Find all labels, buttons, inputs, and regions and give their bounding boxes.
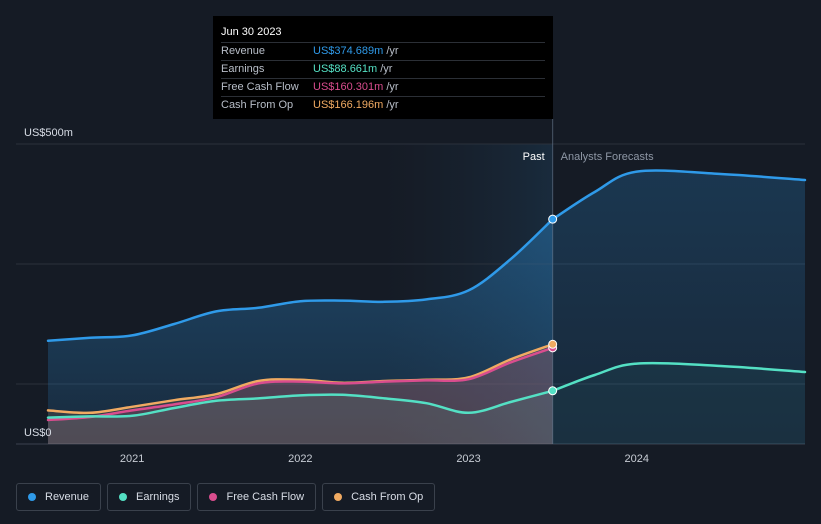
legend-item-free-cash-flow[interactable]: Free Cash Flow — [197, 483, 317, 511]
revenue-current-point — [548, 214, 558, 224]
legend-item-earnings[interactable]: Earnings — [107, 483, 192, 511]
free-cash-flow-line — [46, 346, 554, 422]
earnings-forecast-area — [552, 363, 805, 444]
legend: Revenue Earnings Free Cash Flow Cash From O… — [16, 483, 436, 511]
tooltip-unit: /yr — [386, 45, 399, 57]
x-tick-2021: 2021 — [120, 453, 144, 465]
tooltip-row-free-cash-flow: Free Cash Flow US$160.301m/yr — [221, 78, 545, 96]
tooltip-unit: /yr — [386, 99, 399, 111]
earnings-line — [46, 389, 554, 419]
tooltip-value: US$374.689m — [313, 45, 384, 57]
tooltip-date: Jun 30 2023 — [221, 26, 282, 38]
x-tick-2024: 2024 — [625, 453, 649, 465]
tooltip-label: Cash From Op — [221, 99, 294, 111]
x-tick-2023: 2023 — [456, 453, 480, 465]
tooltip-unit: /yr — [386, 81, 399, 93]
earnings-current-point — [548, 386, 558, 396]
legend-item-cash-from-op[interactable]: Cash From Op — [322, 483, 436, 511]
legend-dot-icon — [119, 493, 128, 501]
forecast-label: Analysts Forecasts — [561, 151, 654, 163]
cash-from-op-current-point — [548, 339, 558, 349]
revenue-area — [48, 219, 553, 444]
revenue-forecast-area — [552, 170, 805, 444]
past-label: Past — [523, 151, 545, 163]
tooltip-label: Revenue — [221, 45, 266, 57]
hover-tooltip: Jun 30 2023 Revenue US$374.689m/yr Earning… — [213, 16, 553, 119]
legend-label: Revenue — [45, 491, 90, 503]
tooltip-unit: /yr — [380, 63, 393, 75]
earnings-forecast-line — [551, 361, 807, 393]
tooltip-value: US$88.661m — [313, 63, 378, 75]
tooltip-value: US$160.301m — [313, 81, 384, 93]
revenue-forecast-line — [551, 169, 807, 221]
tooltip-label: Earnings — [221, 63, 265, 75]
revenue-line — [46, 217, 554, 343]
legend-dot-icon — [209, 493, 218, 501]
legend-label: Earnings — [136, 491, 180, 503]
legend-dot-icon — [28, 493, 36, 501]
y-axis-top-label: US$500m — [24, 127, 73, 139]
legend-dot-icon — [334, 493, 343, 501]
legend-item-revenue[interactable]: Revenue — [16, 483, 102, 511]
legend-label: Free Cash Flow — [226, 491, 305, 503]
tooltip-row-earnings: Earnings US$88.661m/yr — [221, 60, 545, 78]
legend-label: Cash From Op — [351, 491, 424, 503]
tooltip-label: Free Cash Flow — [221, 81, 299, 93]
tooltip-row-revenue: Revenue US$374.689m/yr — [221, 42, 545, 60]
cash-from-op-line — [46, 343, 554, 415]
tooltip-row-cash-from-op: Cash From Op US$166.196m/yr — [221, 96, 545, 114]
x-tick-2022: 2022 — [288, 453, 312, 465]
y-axis-bottom-label: US$0 — [24, 427, 52, 439]
tooltip-value: US$166.196m — [313, 99, 384, 111]
